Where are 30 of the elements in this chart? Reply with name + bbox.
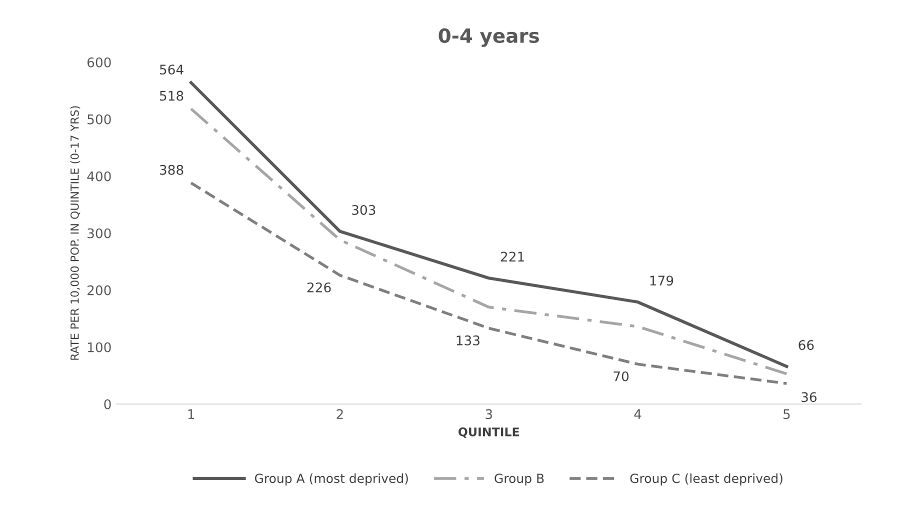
y-tick-label: 600 — [87, 57, 111, 68]
data-label: 179 — [650, 276, 674, 286]
data-label: 36 — [802, 392, 817, 402]
data-label: 303 — [352, 204, 376, 215]
y-tick-label: 300 — [88, 228, 111, 238]
data-label: 226 — [307, 282, 331, 292]
y-tick-label: 100 — [88, 342, 111, 352]
line-series — [190, 182, 788, 385]
data-label: 564 — [160, 64, 184, 75]
data-label: 221 — [500, 252, 524, 262]
legend-label: Group C (least deprived) — [630, 473, 782, 486]
x-tick-label: 1 — [188, 409, 194, 419]
x-tick-label: 5 — [783, 409, 790, 420]
data-label: 388 — [160, 164, 184, 175]
data-label: 518 — [160, 90, 184, 101]
x-tick-label: 3 — [486, 409, 492, 420]
y-tick-label: 0 — [104, 399, 111, 410]
y-tick-label: 200 — [88, 285, 111, 296]
x-tick-label: 4 — [634, 409, 642, 419]
legend-label: Group A (most deprived) — [254, 473, 408, 486]
y-tick-label: 500 — [88, 114, 111, 124]
chart-title: 0-4 years — [438, 28, 539, 47]
x-tick-label: 2 — [336, 409, 343, 419]
data-label: 70 — [614, 371, 629, 382]
legend-label: Group B — [494, 474, 544, 486]
data-label: 133 — [456, 335, 480, 346]
x-axis-title: QUINTILE — [458, 427, 519, 438]
y-axis-title: RATE PER 10,000 POP. IN QUINTILE (0-17 YRS) — [70, 106, 80, 360]
data-label: 66 — [798, 340, 814, 350]
y-tick-label: 400 — [87, 171, 111, 182]
